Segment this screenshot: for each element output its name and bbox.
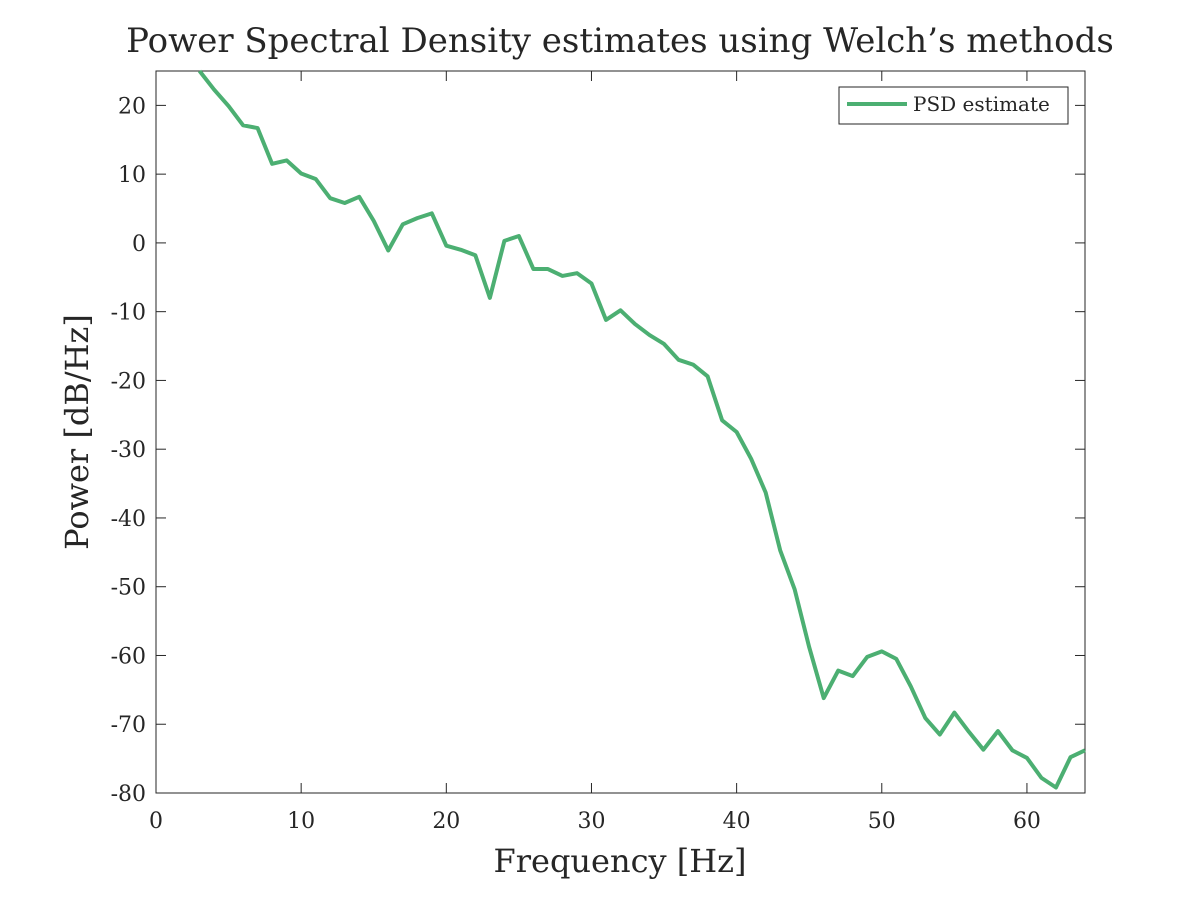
y-axis-label: Power [dB/Hz] bbox=[58, 314, 96, 550]
series-line-psd-estimate bbox=[197, 69, 1086, 790]
x-tick-label: 60 bbox=[1013, 809, 1041, 834]
chart-title: Power Spectral Density estimates using W… bbox=[126, 21, 1114, 61]
y-tick-label: -70 bbox=[111, 713, 146, 738]
x-tick-label: 20 bbox=[432, 809, 460, 834]
x-tick-label: 40 bbox=[723, 809, 751, 834]
y-tick-label: -50 bbox=[111, 576, 146, 601]
axis-ticks: 0 10 20 30 40 50 60 -80 -70 -60 -50 -40 -30 -20 -10 0 10… bbox=[111, 71, 1085, 834]
plot-area bbox=[155, 70, 1086, 794]
y-tick-label: -10 bbox=[111, 301, 146, 326]
y-tick-label: -20 bbox=[111, 369, 146, 394]
y-tick-label: -30 bbox=[111, 438, 146, 463]
x-tick-label: 30 bbox=[577, 809, 605, 834]
y-tick-label: 0 bbox=[132, 232, 146, 257]
series-layer bbox=[197, 69, 1086, 790]
y-tick-label: 10 bbox=[118, 163, 146, 188]
x-axis-label: Frequency [Hz] bbox=[494, 842, 747, 880]
y-tick-label: 20 bbox=[118, 94, 146, 119]
y-tick-label: -40 bbox=[111, 507, 146, 532]
legend: PSD estimate bbox=[838, 86, 1069, 125]
y-tick-label: -80 bbox=[111, 782, 146, 807]
legend-label-psd-estimate: PSD estimate bbox=[913, 92, 1050, 116]
x-tick-label: 10 bbox=[287, 809, 315, 834]
y-tick-label: -60 bbox=[111, 644, 146, 669]
x-tick-label: 50 bbox=[868, 809, 896, 834]
x-tick-label: 0 bbox=[149, 809, 163, 834]
